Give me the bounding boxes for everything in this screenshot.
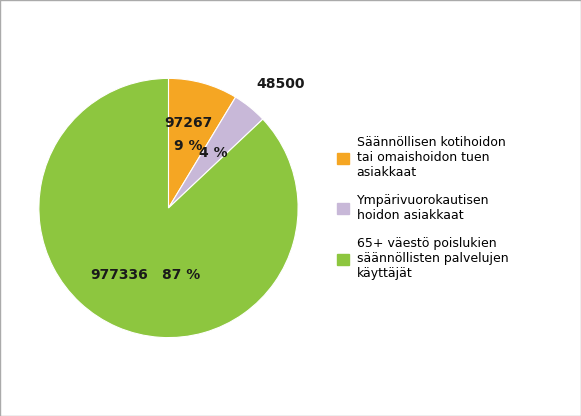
Text: 9 %: 9 % [174,139,203,153]
Text: 4 %: 4 % [199,146,228,160]
Wedge shape [168,97,263,208]
Text: 977336: 977336 [91,268,148,282]
Text: 97267: 97267 [164,116,213,130]
Legend: Säännöllisen kotihoidon
tai omaishoidon tuen
asiakkaat, Ympärivuorokautisen
hoid: Säännöllisen kotihoidon tai omaishoidon … [332,131,513,285]
Wedge shape [168,78,235,208]
Wedge shape [39,78,298,338]
Text: 48500: 48500 [256,77,304,91]
Text: 87 %: 87 % [162,268,200,282]
